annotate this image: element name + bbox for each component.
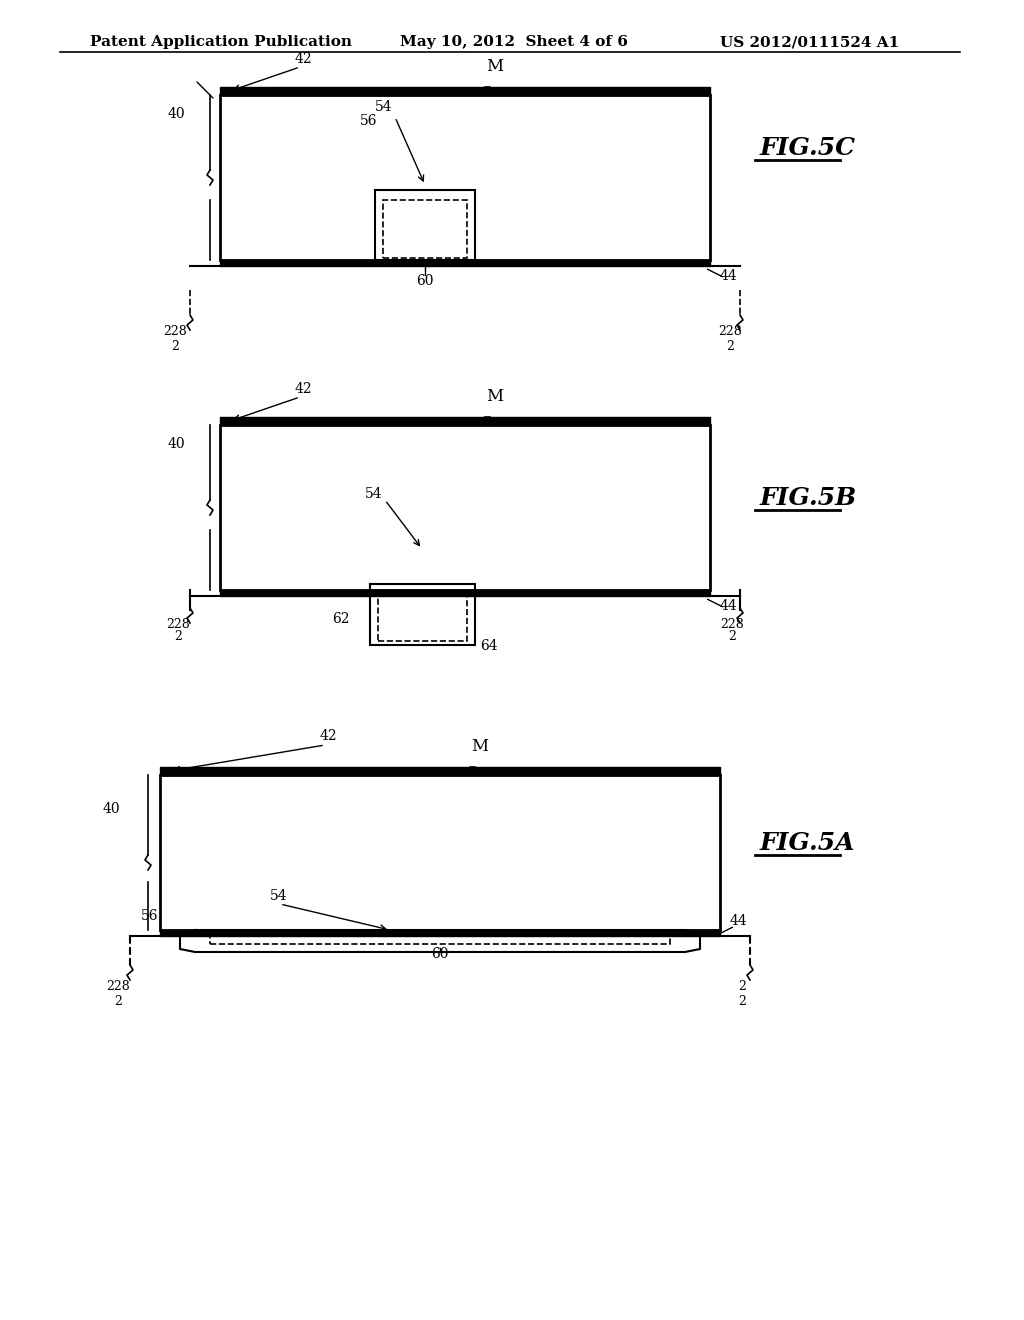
- Text: 42: 42: [295, 51, 312, 66]
- Text: 228: 228: [163, 325, 186, 338]
- Text: 42: 42: [295, 381, 312, 396]
- Bar: [370, 583, 475, 645]
- Text: 228: 228: [166, 618, 189, 631]
- Text: 2: 2: [738, 979, 745, 993]
- Text: 44: 44: [720, 269, 737, 282]
- Bar: [383, 201, 467, 257]
- Text: US 2012/0111524 A1: US 2012/0111524 A1: [720, 36, 899, 49]
- Text: 2: 2: [726, 341, 734, 352]
- Text: 54: 54: [365, 487, 383, 502]
- Text: 42: 42: [319, 729, 338, 743]
- Text: 54: 54: [270, 888, 288, 903]
- Text: 40: 40: [167, 107, 185, 121]
- Text: 44: 44: [720, 599, 737, 612]
- Text: 40: 40: [167, 437, 185, 451]
- Text: FIG.5A: FIG.5A: [760, 832, 855, 855]
- Text: M: M: [486, 388, 504, 405]
- Text: 64: 64: [480, 639, 498, 653]
- Text: 2: 2: [738, 995, 745, 1008]
- Text: 228: 228: [720, 618, 743, 631]
- Text: 60: 60: [416, 275, 434, 288]
- Text: 2: 2: [728, 630, 736, 643]
- Text: 2: 2: [174, 630, 182, 643]
- Text: 44: 44: [730, 913, 748, 928]
- Text: 40: 40: [102, 803, 120, 816]
- Text: 56: 56: [140, 909, 158, 923]
- Text: 54: 54: [375, 100, 392, 114]
- Bar: [220, 95, 710, 260]
- Bar: [375, 190, 475, 260]
- Text: 2: 2: [171, 341, 179, 352]
- Text: May 10, 2012  Sheet 4 of 6: May 10, 2012 Sheet 4 of 6: [400, 36, 628, 49]
- Text: FIG.5C: FIG.5C: [760, 136, 856, 160]
- Text: 60: 60: [431, 946, 449, 961]
- Text: M: M: [486, 58, 504, 75]
- Bar: [220, 425, 710, 590]
- Bar: [160, 775, 720, 931]
- Text: 228: 228: [106, 979, 130, 993]
- Text: 62: 62: [333, 612, 350, 626]
- Text: 2: 2: [114, 995, 122, 1008]
- Text: M: M: [471, 738, 488, 755]
- Bar: [378, 594, 467, 642]
- Text: Patent Application Publication: Patent Application Publication: [90, 36, 352, 49]
- Text: FIG.5B: FIG.5B: [760, 486, 857, 510]
- Bar: [210, 931, 670, 944]
- Text: 228: 228: [718, 325, 741, 338]
- Text: 56: 56: [360, 114, 378, 128]
